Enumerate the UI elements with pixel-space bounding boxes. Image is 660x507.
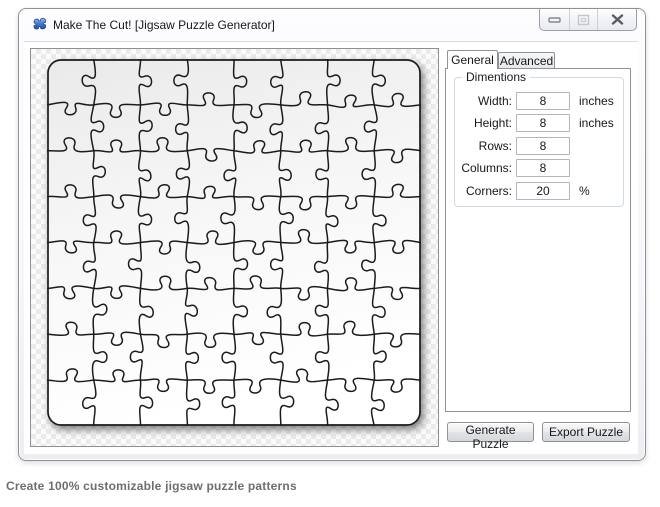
- titlebar[interactable]: Make The Cut! [Jigsaw Puzzle Generator]: [19, 9, 645, 41]
- height-input[interactable]: [516, 114, 570, 133]
- close-icon: [611, 14, 623, 25]
- width-input[interactable]: [516, 92, 570, 110]
- puzzle-preview-panel: [30, 48, 439, 447]
- columns-label: Columns:: [461, 161, 512, 176]
- tab-advanced[interactable]: Advanced: [498, 52, 555, 69]
- dimensions-groupbox: Dimentions Width: inches Height: inches …: [454, 70, 624, 207]
- corners-input[interactable]: [516, 181, 570, 200]
- general-tab-page: Dimentions Width: inches Height: inches …: [445, 68, 631, 412]
- corners-unit: %: [579, 183, 590, 198]
- app-window: Make The Cut! [Jigsaw Puzzle Generator]: [18, 8, 646, 461]
- field-row-rows: Rows:: [455, 136, 623, 156]
- rows-input[interactable]: [516, 136, 570, 155]
- dimension-fields: Width: inches Height: inches Rows:: [455, 78, 623, 201]
- field-row-columns: Columns:: [455, 158, 623, 178]
- field-row-width: Width: inches: [455, 91, 623, 111]
- export-puzzle-button[interactable]: Export Puzzle: [542, 422, 630, 442]
- close-button[interactable]: [597, 9, 636, 30]
- dimensions-group-title: Dimentions: [462, 70, 531, 84]
- height-unit: inches: [579, 116, 614, 131]
- puzzle-piece-icon: [33, 18, 47, 30]
- rows-label: Rows:: [478, 138, 512, 153]
- footer-caption: Create 100% customizable jigsaw puzzle p…: [6, 479, 297, 493]
- window-title: Make The Cut! [Jigsaw Puzzle Generator]: [53, 18, 275, 32]
- height-label: Height:: [473, 116, 512, 131]
- minimize-button[interactable]: [540, 9, 569, 30]
- field-row-height: Height: inches: [455, 113, 623, 133]
- jigsaw-puzzle-preview: [47, 59, 421, 426]
- minimize-icon: [547, 16, 561, 23]
- columns-input[interactable]: [516, 159, 570, 178]
- generate-puzzle-button[interactable]: Generate Puzzle: [447, 422, 534, 451]
- tab-general[interactable]: General: [447, 50, 498, 69]
- window-controls: [539, 9, 637, 31]
- width-unit: inches: [579, 94, 614, 108]
- width-label: Width:: [477, 94, 512, 108]
- maximize-icon: [577, 14, 590, 25]
- field-row-corners: Corners: %: [455, 181, 623, 201]
- client-area: General Advanced Dimentions Width: inche…: [24, 41, 638, 454]
- maximize-button[interactable]: [569, 9, 597, 30]
- corners-label: Corners:: [465, 183, 512, 198]
